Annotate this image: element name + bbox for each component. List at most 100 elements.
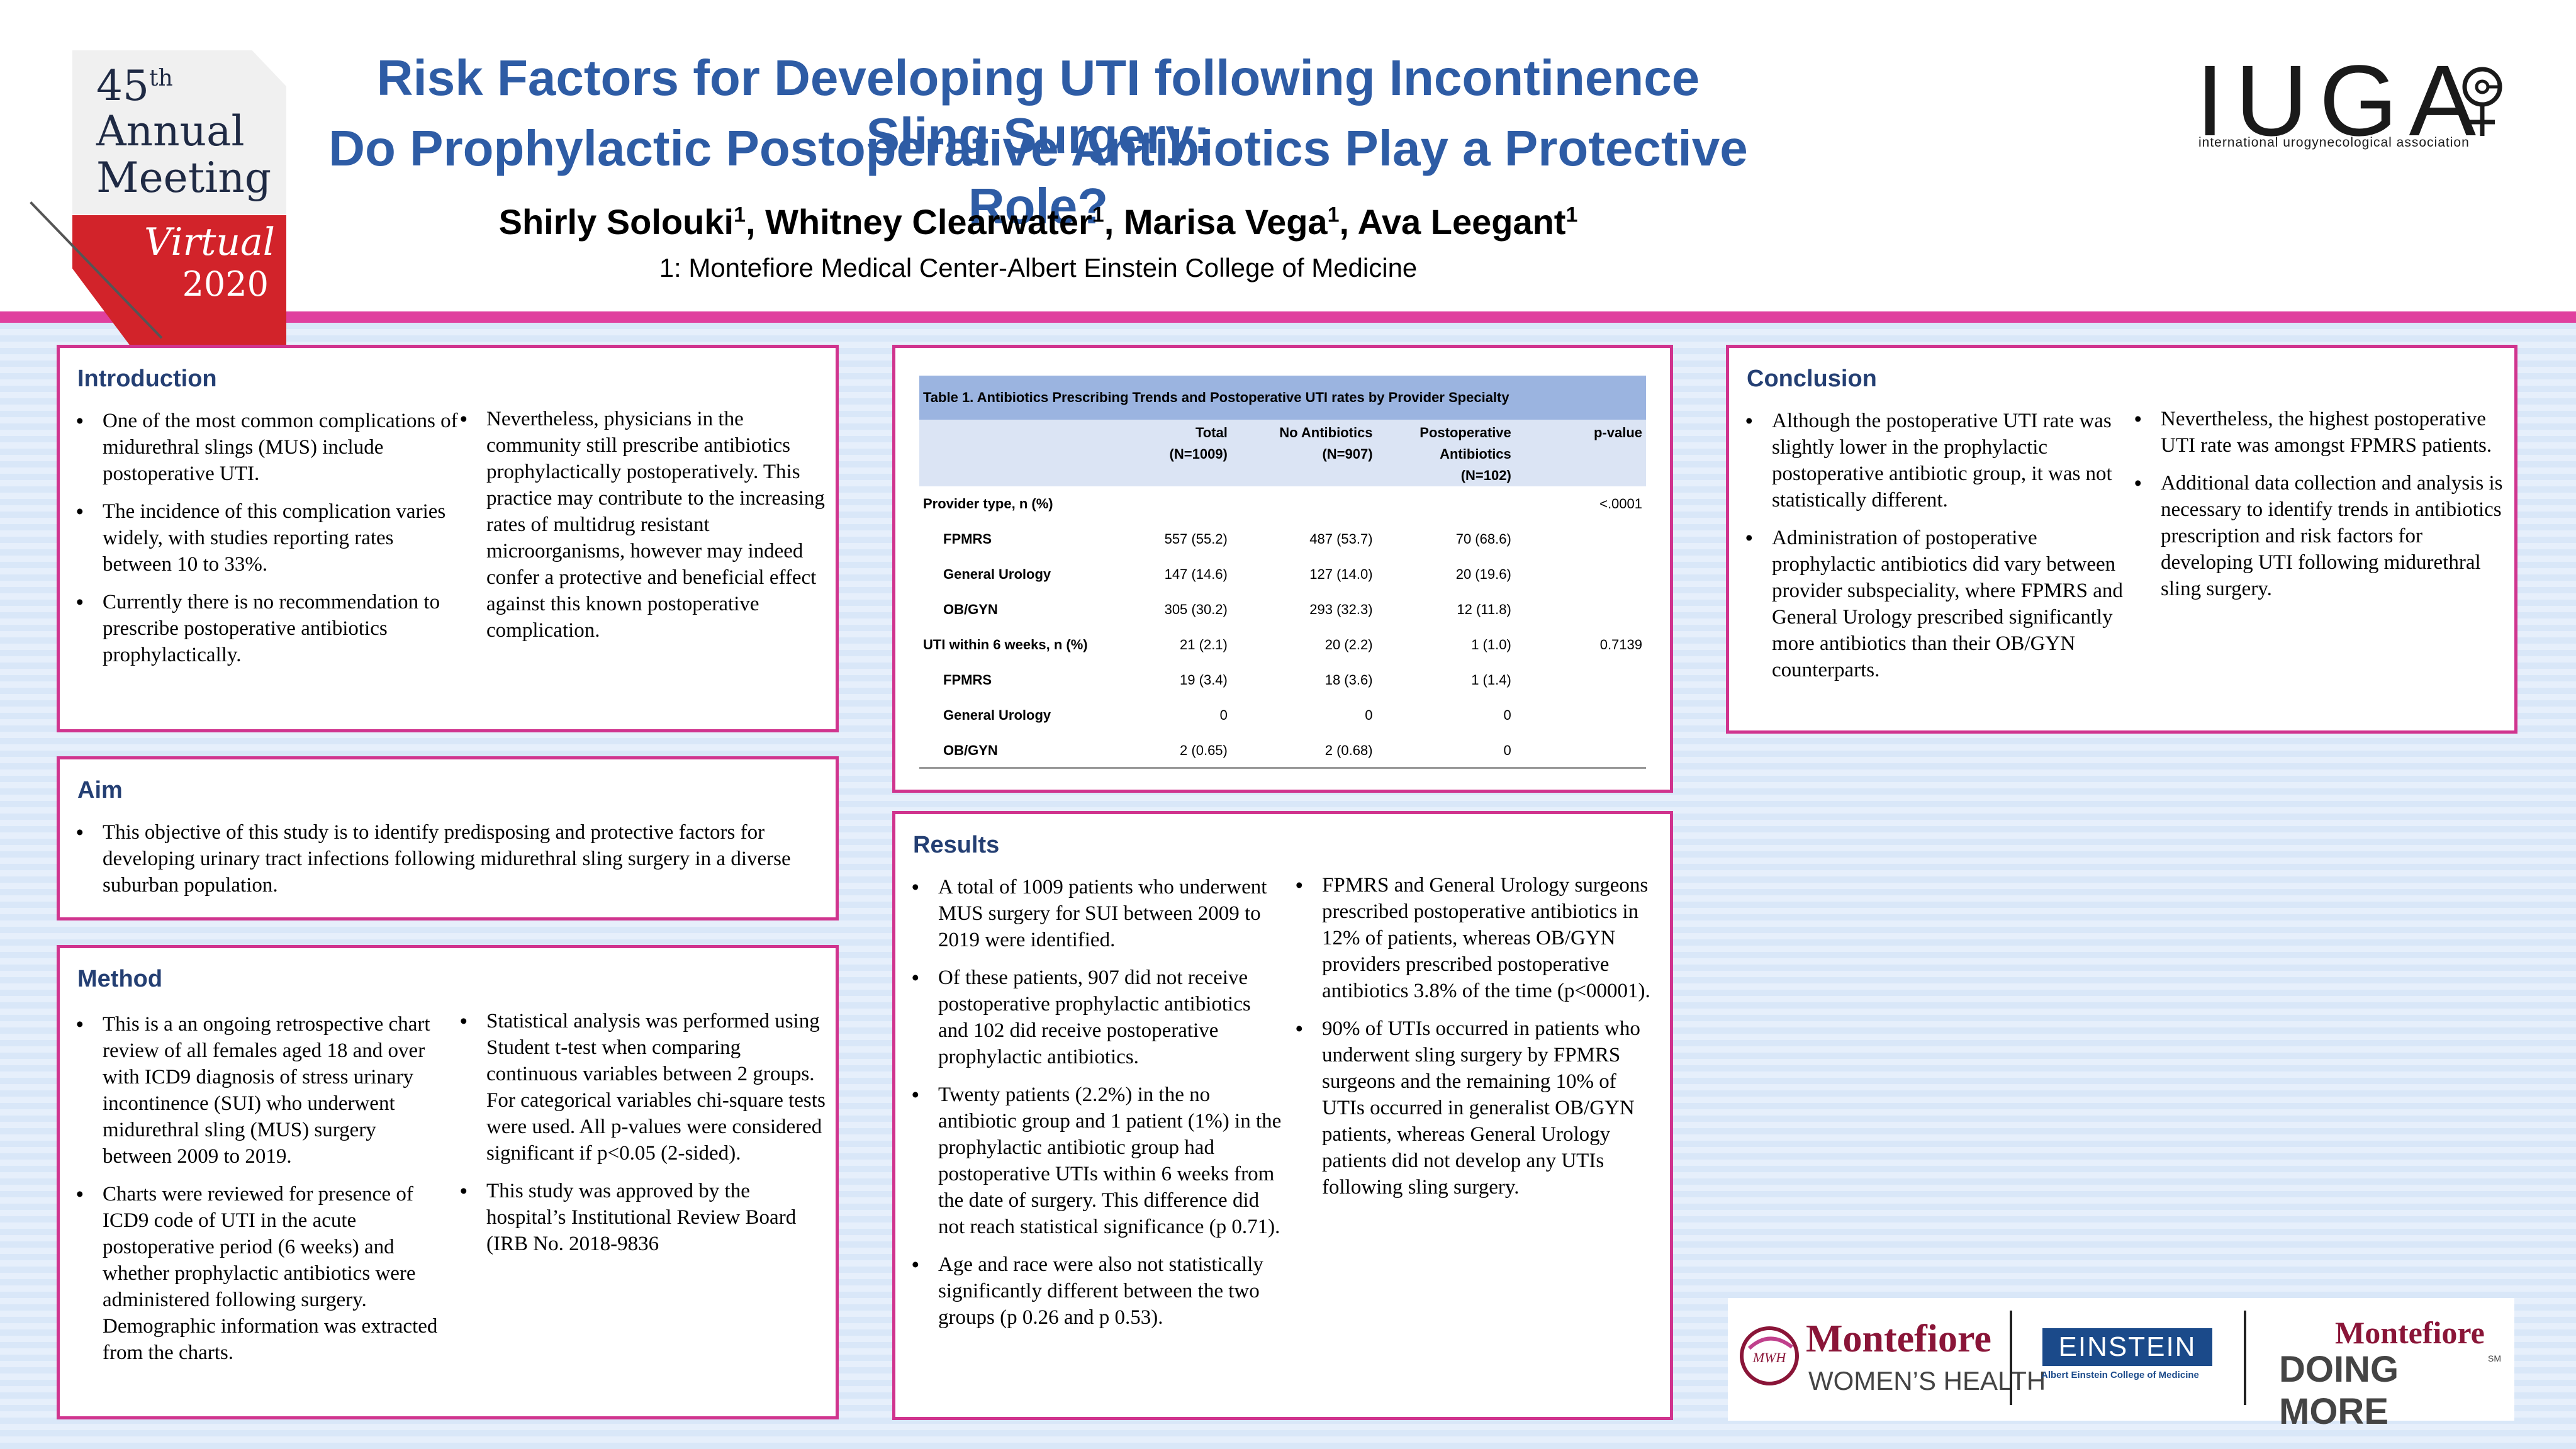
table-cell: FPMRS — [943, 672, 992, 688]
conclusion-list-col2: Nevertheless, the highest postoperative … — [2129, 406, 2507, 613]
table-cell: 127 (14.0) — [1309, 566, 1373, 582]
list-item: Additional data collection and analysis … — [2129, 470, 2507, 602]
table-cell — [1104, 486, 1231, 522]
table-header: Postoperative Antibiotics (N=102) — [1376, 420, 1515, 486]
table-cell: OB/GYN — [943, 742, 998, 758]
header-text: Antibiotics — [1440, 446, 1511, 462]
header-divider — [0, 311, 2576, 323]
table-cell: OB/GYN — [943, 601, 998, 617]
table-cell: General Urology — [943, 707, 1051, 723]
table-cell: General Urology — [943, 566, 1051, 582]
author-affiliation-mark: 1 — [734, 203, 746, 227]
conclusion-panel: Conclusion Although the postoperative UT… — [1726, 345, 2517, 734]
list-item: A total of 1009 patients who underwent M… — [907, 874, 1284, 953]
results-panel: Results A total of 1009 patients who und… — [892, 811, 1673, 1420]
sponsor-logos: MWH Montefiore WOMEN’S HEALTH EINSTEIN A… — [1728, 1298, 2514, 1432]
table-cell: 2 (0.65) — [1180, 742, 1228, 758]
badge-line1: Annual — [96, 107, 245, 155]
table-cell — [1515, 522, 1646, 557]
table-cell: 20 (19.6) — [1455, 566, 1511, 582]
table-cell: 20 (2.2) — [1324, 637, 1373, 652]
table-cell: 487 (53.7) — [1309, 531, 1373, 547]
table-cell: 2 (0.68) — [1324, 742, 1373, 758]
table-header: Total (N=1009) — [1104, 420, 1231, 486]
montefiore-logo-text-2: Montefiore — [2335, 1315, 2485, 1350]
list-item: Age and race were also not statistically… — [907, 1251, 1284, 1331]
list-item: Twenty patients (2.2%) in the no antibio… — [907, 1082, 1284, 1240]
table-cell — [1515, 733, 1646, 768]
table-row: OB/GYN 2 (0.65) 2 (0.68) 0 — [919, 733, 1646, 768]
results-list-col1: A total of 1009 patients who underwent M… — [907, 874, 1284, 1342]
table-row: FPMRS 557 (55.2) 487 (53.7) 70 (68.6) — [919, 522, 1646, 557]
table-header-row: Total (N=1009) No Antibiotics (N=907) Post… — [919, 420, 1646, 486]
table-cell: Provider type, n (%) — [923, 496, 1053, 512]
badge-virtual: Virtual — [144, 220, 275, 264]
header-text: No Antibiotics — [1279, 425, 1373, 440]
author-separator: , — [745, 202, 766, 242]
introduction-list-col1: One of the most common complications of … — [71, 408, 461, 680]
table-bottom-rule — [919, 767, 1646, 769]
list-item: The incidence of this complication varie… — [71, 498, 461, 578]
header-text: (N=907) — [1322, 446, 1373, 462]
table-cell: 0 — [1219, 707, 1228, 723]
meeting-badge: 45th Annual Meeting Virtual 2020 — [72, 50, 286, 349]
table-header — [919, 420, 1105, 486]
table-cell: 293 (32.3) — [1309, 601, 1373, 617]
list-item: Of these patients, 907 did not receive p… — [907, 965, 1284, 1070]
author-separator: , — [1339, 202, 1358, 242]
iuga-female-symbol-icon — [2462, 67, 2502, 136]
table-row: UTI within 6 weeks, n (%) 21 (2.1) 20 (2.2… — [919, 627, 1646, 663]
table-cell: 0 — [1503, 742, 1511, 758]
womens-health-text: WOMEN’S HEALTH — [1808, 1366, 2046, 1396]
introduction-list-col2: Nevertheless, physicians in the communit… — [455, 406, 826, 655]
table-cell — [1515, 592, 1646, 627]
table-body: Provider type, n (%) <.0001 FPMRS 557 (55.2… — [919, 486, 1646, 768]
author-affiliation-mark: 1 — [1327, 203, 1340, 227]
iuga-logo-subtitle: international urogynecological associati… — [2198, 135, 2470, 150]
method-panel: Method This is a an ongoing retrospectiv… — [57, 945, 839, 1419]
list-item: This objective of this study is to ident… — [71, 819, 814, 898]
list-item: Nevertheless, the highest postoperative … — [2129, 406, 2507, 459]
list-item: Although the postoperative UTI rate was … — [1740, 408, 2124, 513]
table-cell — [1515, 663, 1646, 698]
table-cell: 0 — [1365, 707, 1373, 723]
table-cell — [1515, 557, 1646, 592]
table-cell: 19 (3.4) — [1180, 672, 1228, 688]
table-row: OB/GYN 305 (30.2) 293 (32.3) 12 (11.8) — [919, 592, 1646, 627]
conclusion-list-col1: Although the postoperative UTI rate was … — [1740, 408, 2124, 695]
list-item: Statistical analysis was performed using… — [455, 1008, 826, 1166]
table-cell — [1231, 486, 1377, 522]
author-separator: , — [1104, 202, 1124, 242]
montefiore-logo-text: Montefiore — [1806, 1318, 1991, 1360]
table-header: p-value — [1515, 420, 1646, 486]
results-table: Table 1. Antibiotics Prescribing Trends … — [919, 376, 1646, 768]
results-heading: Results — [913, 832, 1000, 858]
table-cell: 557 (55.2) — [1164, 531, 1228, 547]
method-heading: Method — [77, 966, 163, 992]
list-item: Nevertheless, physicians in the communit… — [455, 406, 826, 644]
method-list-col1: This is a an ongoing retrospective chart… — [71, 1011, 449, 1377]
badge-number: 45th — [96, 62, 173, 110]
list-item: One of the most common complications of … — [71, 408, 461, 487]
mwh-logo-text: MWH — [1752, 1350, 1787, 1365]
einstein-logo: EINSTEIN — [2042, 1328, 2212, 1366]
aim-panel: Aim This objective of this study is to i… — [57, 756, 839, 920]
table-cell: <.0001 — [1599, 496, 1642, 512]
table-row: Provider type, n (%) <.0001 — [919, 486, 1646, 522]
table-cell — [1515, 698, 1646, 733]
list-item: Charts were reviewed for presence of ICD… — [71, 1181, 449, 1366]
table-cell: 70 (68.6) — [1455, 531, 1511, 547]
list-item: This is a an ongoing retrospective chart… — [71, 1011, 449, 1170]
badge-year: 2020 — [182, 264, 269, 304]
author-name: Whitney Clearwater — [765, 202, 1092, 242]
poster-title-line1: Risk Factors for Developing UTI followin… — [376, 50, 1700, 164]
table-row: FPMRS 19 (3.4) 18 (3.6) 1 (1.4) — [919, 663, 1646, 698]
table-caption: Table 1. Antibiotics Prescribing Trends … — [919, 376, 1646, 420]
author-name: Shirly Solouki — [498, 202, 734, 242]
badge-number-suffix: th — [148, 65, 173, 91]
logo-divider — [2010, 1311, 2012, 1405]
table-cell: 0 — [1503, 707, 1511, 723]
table-row: General Urology 0 0 0 — [919, 698, 1646, 733]
list-item: Administration of postoperative prophyla… — [1740, 525, 2124, 683]
header-text: (N=1009) — [1169, 446, 1228, 462]
